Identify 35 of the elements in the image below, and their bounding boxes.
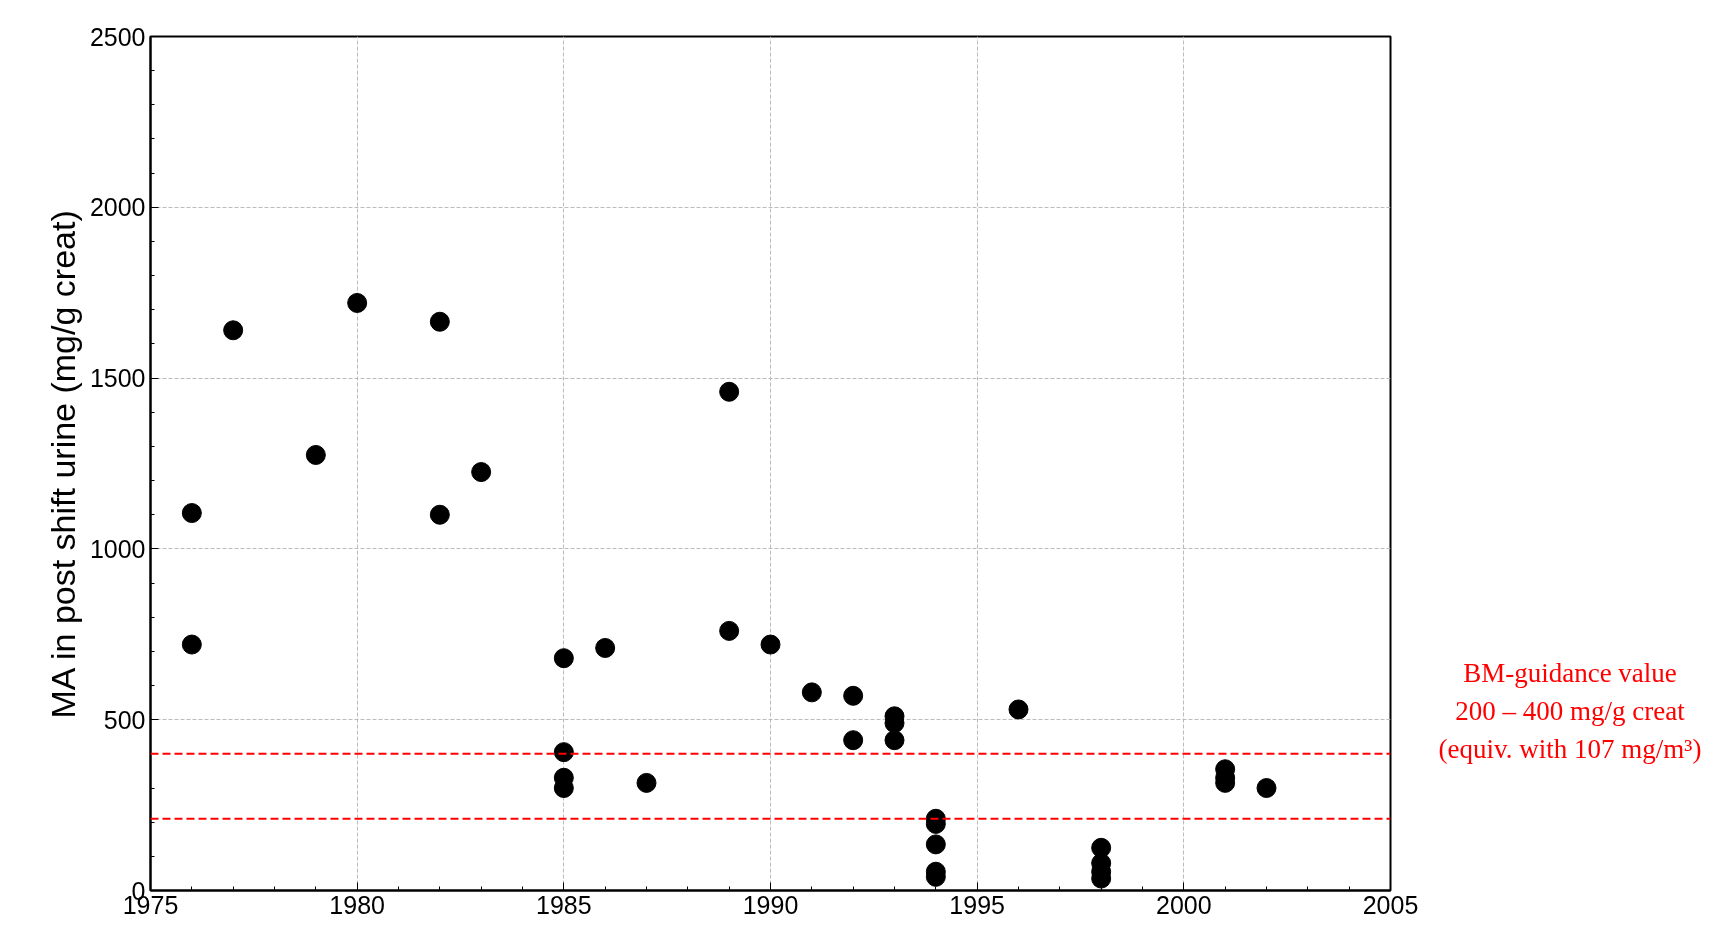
y-tick-label: 500 bbox=[103, 705, 146, 734]
point bbox=[305, 444, 326, 465]
point bbox=[843, 730, 864, 751]
y-tick-label: 1500 bbox=[89, 364, 146, 393]
y-tick-label: 1000 bbox=[89, 534, 146, 563]
y-tick-label: 2500 bbox=[89, 22, 146, 51]
point bbox=[181, 634, 202, 655]
point bbox=[181, 503, 202, 524]
point bbox=[719, 381, 740, 402]
x-tick-label: 1990 bbox=[742, 890, 799, 919]
x-tick-label: 2005 bbox=[1362, 890, 1419, 919]
point bbox=[884, 730, 905, 751]
point bbox=[429, 311, 450, 332]
point bbox=[801, 682, 822, 703]
point bbox=[760, 634, 781, 655]
point bbox=[471, 462, 492, 483]
text: BM-guidance value 200 – 400 mg/g creat (equiv. with 107 mg/m³) bbox=[1437, 657, 1703, 766]
point bbox=[223, 320, 244, 341]
y-tick-label: 2000 bbox=[89, 193, 146, 222]
x-tick-label: 2000 bbox=[1156, 890, 1212, 919]
point bbox=[843, 685, 864, 706]
point bbox=[347, 292, 368, 313]
point bbox=[925, 834, 946, 855]
y-axis-title: MA in post shift urine (mg/g creat) bbox=[43, 210, 82, 719]
x-tick-label: 1980 bbox=[329, 890, 385, 919]
point bbox=[553, 648, 574, 669]
x-tick-label: 1985 bbox=[536, 890, 592, 919]
point bbox=[429, 504, 450, 525]
point bbox=[1008, 699, 1029, 720]
point bbox=[1256, 778, 1277, 798]
point bbox=[595, 637, 616, 658]
point bbox=[553, 742, 574, 763]
point bbox=[636, 772, 657, 793]
x-tick-label: 1995 bbox=[949, 890, 1005, 919]
point bbox=[719, 620, 740, 641]
